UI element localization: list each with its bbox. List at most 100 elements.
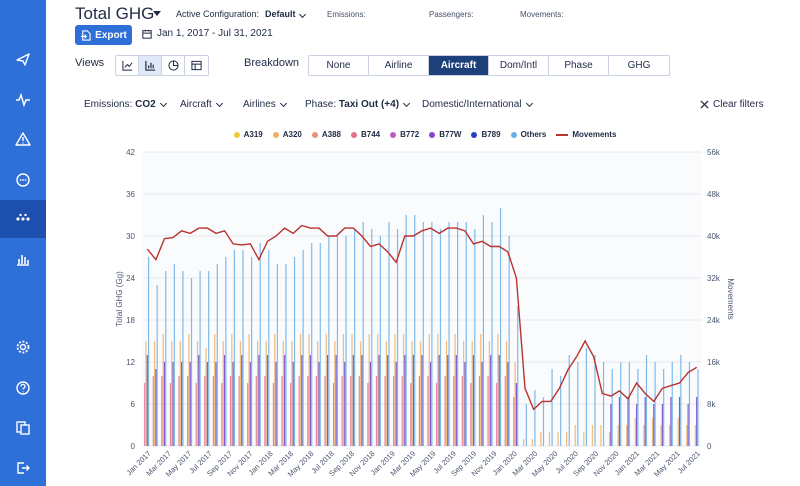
bar-others	[628, 362, 630, 446]
legend-item-a319[interactable]: A319	[233, 130, 263, 139]
bar-purple	[198, 355, 200, 446]
bar-others	[542, 397, 545, 446]
y2-tick-label: 56k	[707, 148, 721, 157]
legend-item-movements[interactable]: Movements	[556, 130, 616, 139]
view-line-button[interactable]	[116, 56, 139, 75]
legend-item-a388[interactable]: A388	[311, 130, 341, 139]
legend-label: B77W	[439, 130, 462, 139]
bar-purple	[481, 362, 483, 446]
bar-orange	[480, 334, 482, 446]
view-table-button[interactable]	[185, 56, 208, 75]
legend-item-b789[interactable]: B789	[471, 130, 501, 139]
chevron-down-icon	[159, 99, 167, 107]
date-range-picker[interactable]: Jan 1, 2017 - Jul 31, 2021	[142, 28, 273, 39]
bar-orange	[514, 362, 516, 446]
active-config-select[interactable]: Default	[265, 9, 296, 19]
bar-purple	[292, 362, 294, 446]
bar-others	[602, 362, 605, 446]
filter-aircraft[interactable]: Aircraft	[180, 99, 223, 110]
bar-purple	[146, 355, 148, 446]
chevron-down-icon	[525, 99, 533, 107]
y-tick-label: 18	[126, 316, 135, 325]
bar-orange	[497, 334, 499, 446]
bar-purple	[155, 369, 157, 446]
bar-others	[302, 250, 304, 446]
bar-orange	[291, 341, 293, 446]
bar-others	[388, 222, 390, 446]
bar-pink	[229, 376, 232, 446]
bar-others	[499, 208, 502, 446]
legend-item-b77w[interactable]: B77W	[429, 130, 461, 139]
nav-emissions[interactable]	[0, 200, 46, 238]
chevron-down-icon[interactable]	[153, 11, 161, 16]
bar-others	[594, 355, 596, 446]
legend-label: A319	[243, 130, 263, 139]
clear-filters-button[interactable]: Clear filters	[700, 99, 764, 110]
filter-domestic[interactable]: Domestic/International	[422, 99, 533, 110]
bar-others	[328, 236, 330, 446]
legend-item-others[interactable]: Others	[510, 130, 546, 139]
bar-orange	[162, 334, 164, 446]
legend-item-b744[interactable]: B744	[350, 130, 380, 139]
bar-orange	[634, 418, 636, 446]
nav-logout[interactable]	[0, 449, 46, 486]
tab-airline[interactable]: Airline	[369, 56, 429, 75]
bar-others	[637, 369, 639, 446]
bar-purple	[421, 355, 423, 446]
legend-swatch	[233, 131, 240, 138]
tab-phase[interactable]: Phase	[549, 56, 609, 75]
tab-dom-intl[interactable]: Dom/Intl	[489, 56, 549, 75]
bar-orange	[531, 439, 533, 446]
bar-orange	[394, 334, 396, 446]
tab-ghg[interactable]: GHG	[627, 60, 651, 71]
bar-orange	[342, 334, 345, 446]
nav-activity[interactable]	[0, 81, 46, 119]
chevron-down-icon	[402, 99, 411, 107]
bar-purple	[352, 355, 354, 446]
bar-purple	[627, 397, 629, 446]
bar-others	[585, 348, 588, 446]
chevron-down-icon[interactable]	[298, 10, 307, 19]
tab-aircraft[interactable]: Aircraft	[429, 56, 489, 75]
view-bar-button[interactable]	[139, 56, 162, 75]
bar-pink	[427, 376, 429, 446]
bar-pink	[478, 376, 481, 446]
legend-item-a320[interactable]: A320	[272, 130, 302, 139]
bar-pink	[418, 376, 420, 446]
bar-pink	[298, 376, 300, 446]
filter-airlines[interactable]: Airlines	[243, 99, 287, 110]
bar-orange	[651, 418, 654, 446]
bar-pink	[281, 376, 283, 446]
nav-messages[interactable]	[0, 161, 46, 199]
nav-help[interactable]	[0, 369, 46, 407]
filter-emissions[interactable]: Emissions: CO2	[84, 99, 167, 110]
nav-docs[interactable]	[0, 409, 46, 447]
filter-phase[interactable]: Phase: Taxi Out (+4)	[305, 99, 411, 110]
bar-pink	[384, 376, 386, 446]
bar-others	[311, 243, 313, 446]
page-title[interactable]: Total GHG	[75, 4, 155, 23]
legend-item-b772[interactable]: B772	[390, 130, 419, 139]
tab-none[interactable]: None	[309, 56, 369, 75]
bar-orange	[214, 334, 216, 446]
bar-orange	[351, 334, 353, 446]
bar-others	[534, 390, 536, 446]
bar-others	[517, 306, 519, 446]
bar-orange	[299, 334, 302, 446]
bar-others	[482, 215, 484, 446]
bar-orange	[231, 334, 233, 446]
export-button[interactable]: Export	[75, 25, 132, 45]
nav-reports[interactable]	[0, 240, 46, 278]
calendar-icon	[142, 29, 152, 39]
y2-tick-label: 32k	[707, 274, 721, 283]
bar-orange	[153, 341, 156, 446]
nav-settings[interactable]	[0, 328, 46, 366]
view-pie-button[interactable]	[162, 56, 185, 75]
bar-others	[680, 355, 682, 446]
bar-orange	[600, 425, 602, 446]
line-chart-icon	[121, 60, 132, 71]
bar-orange	[360, 341, 362, 446]
bar-orange	[196, 341, 199, 446]
nav-alerts[interactable]	[0, 120, 46, 158]
nav-flights[interactable]	[0, 40, 46, 78]
